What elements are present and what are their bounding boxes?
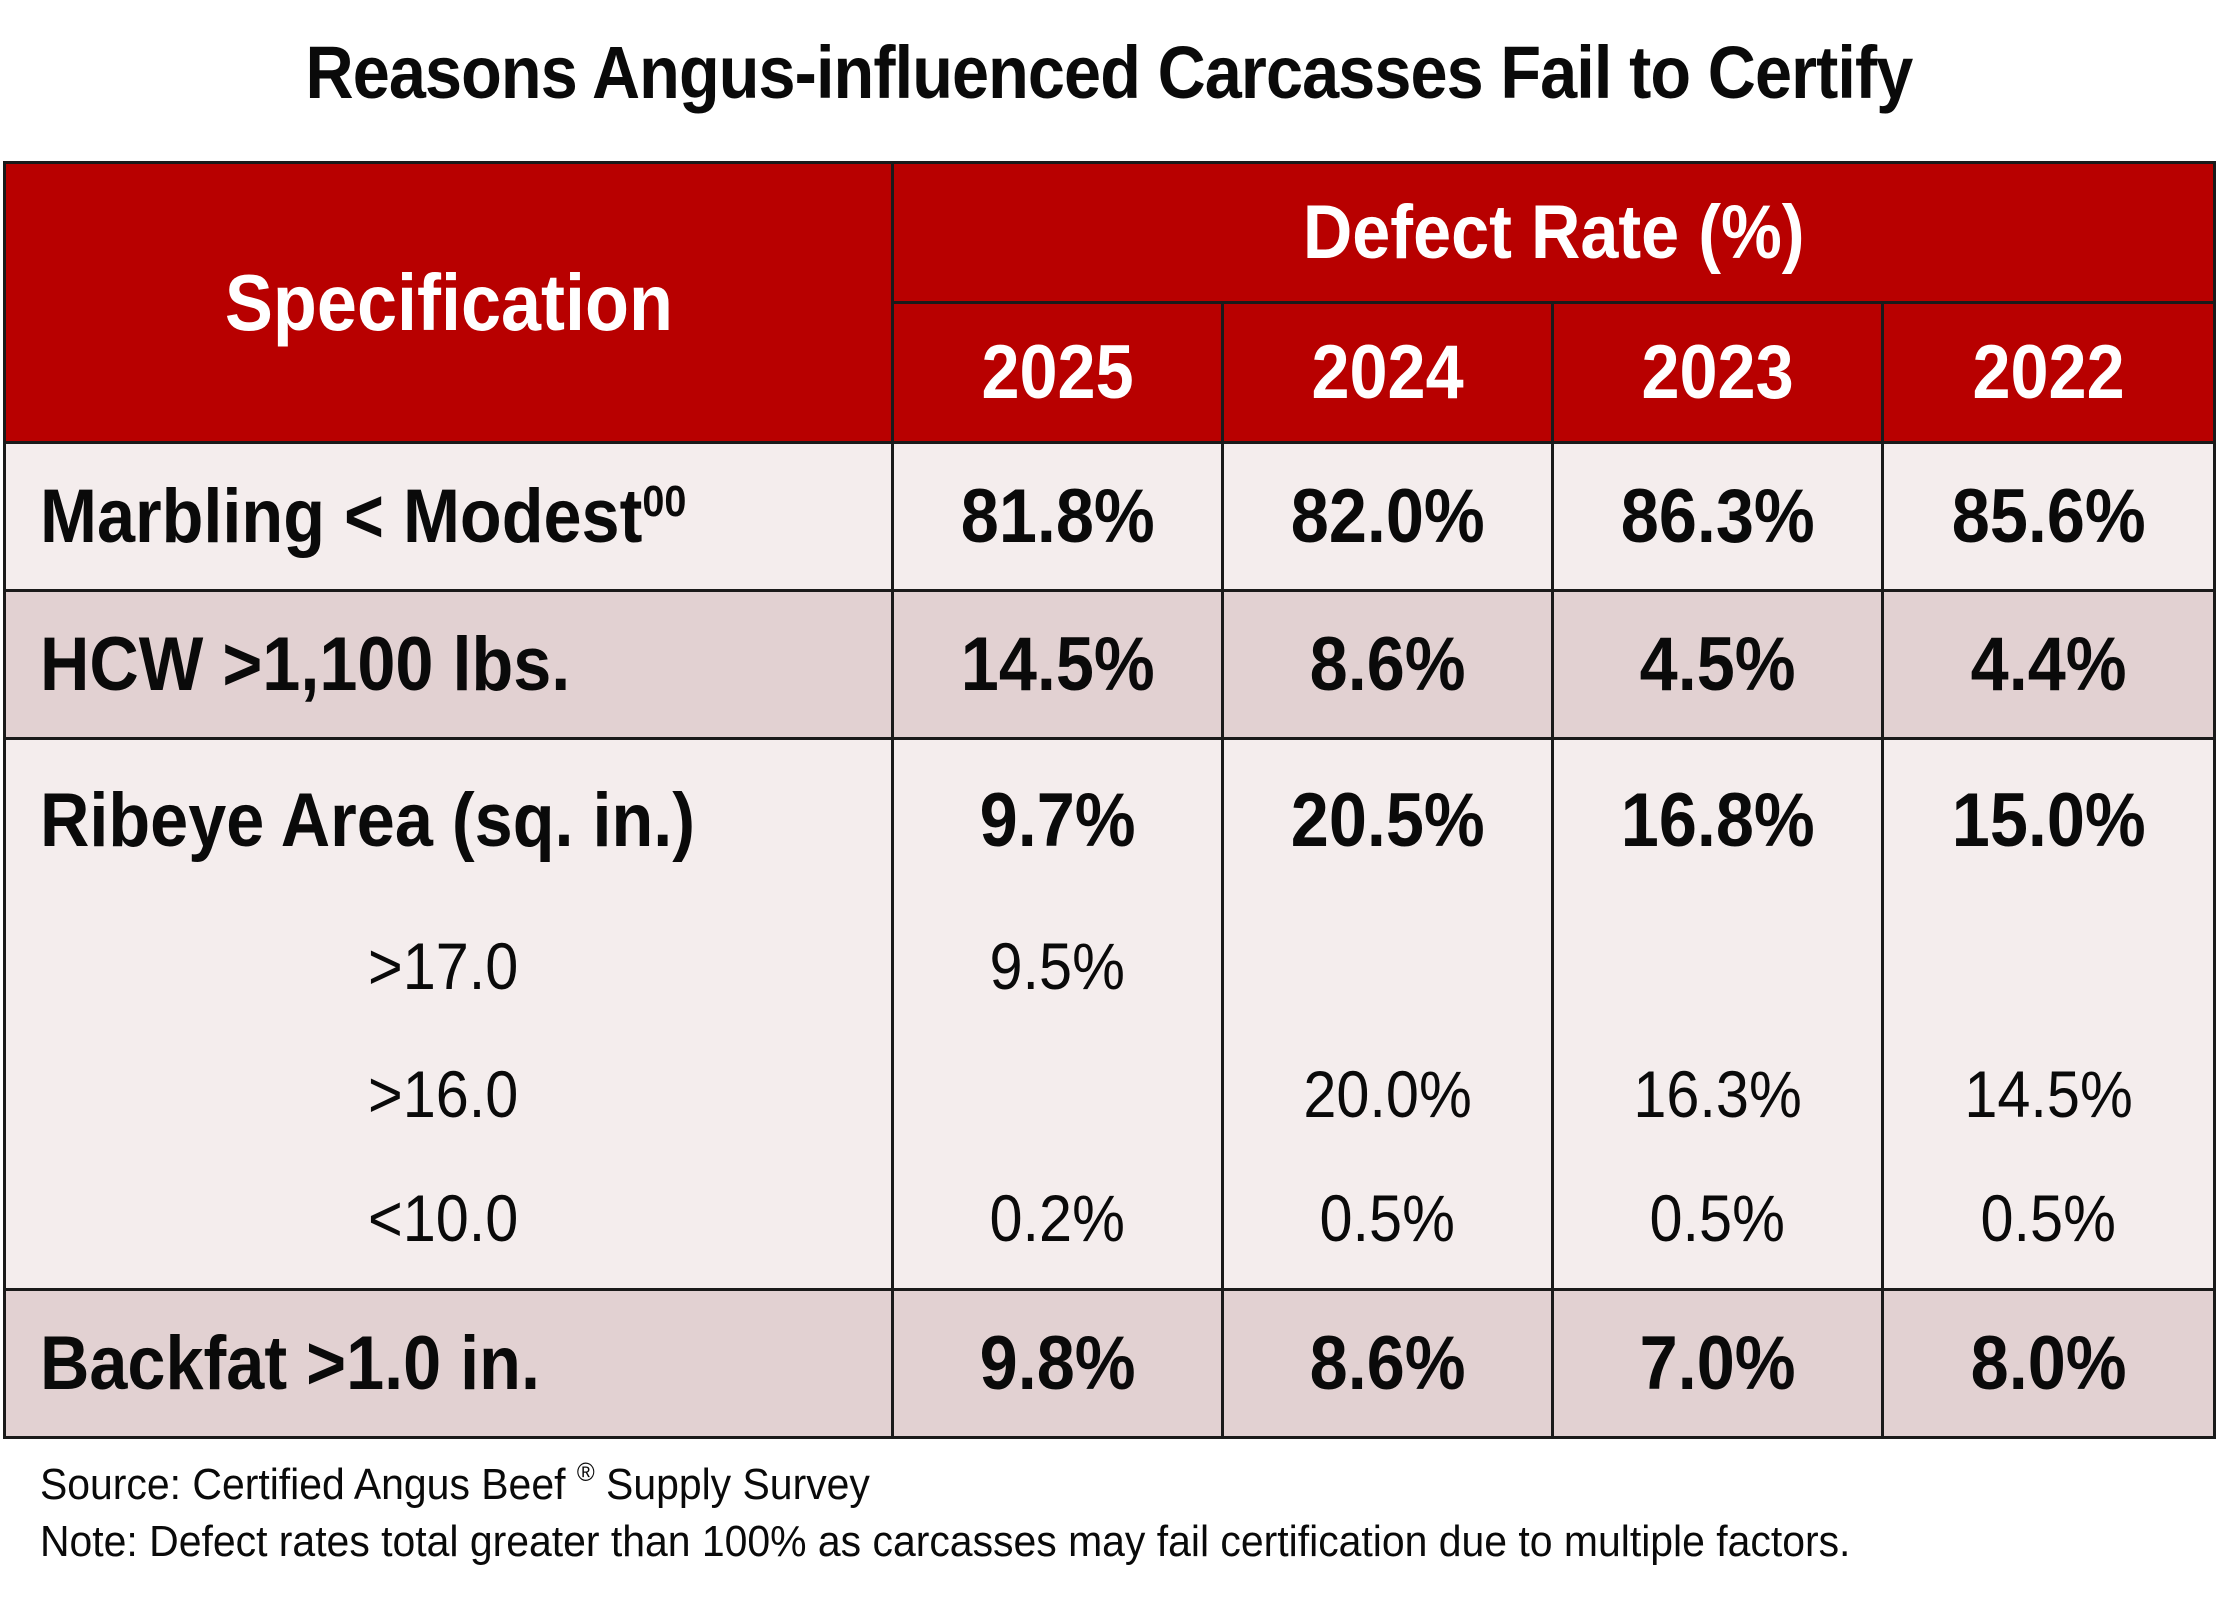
value-cell: 0.5% (1319, 1181, 1456, 1255)
value-cell: 20.5% (1290, 778, 1485, 863)
table-row-ribeye: Ribeye Area (sq. in.) >17.0 >16.0 <10.0 … (3, 737, 2217, 1291)
value-cell: 4.4% (1880, 589, 2217, 740)
ribeye-values-2024: 20.5% 20.0% 0.5% (1221, 737, 1554, 1291)
value-cell: 9.5% (989, 929, 1126, 1003)
table-row-marbling: Marbling < Modest00 81.8% 82.0% 86.3% 85… (3, 441, 2217, 592)
value-cell: 4.5% (1551, 589, 1884, 740)
registered-mark: ® (576, 1457, 595, 1487)
header-row-top: Specification Defect Rate (%) (3, 161, 2217, 444)
value-cell: 8.0% (1880, 1288, 2217, 1439)
defect-rate-table: Specification Defect Rate (%) 2025 2024 … (3, 161, 2217, 1439)
ribeye-values-2025: 9.7% 9.5% 0.2% (891, 737, 1224, 1291)
value-cell: 16.8% (1620, 778, 1815, 863)
page-title: Reasons Angus-influenced Carcasses Fail … (305, 31, 1914, 114)
value-cell: 8.6% (1221, 589, 1554, 740)
value-cell: 9.8% (891, 1288, 1224, 1439)
ribeye-sub-label: >16.0 (368, 1057, 519, 1131)
value-cell: 0.2% (989, 1181, 1126, 1255)
marbling-superscript: 00 (642, 477, 687, 526)
year-header-2025: 2025 (891, 301, 1224, 444)
spec-label-backfat: Backfat >1.0 in. (3, 1288, 894, 1439)
spec-label-marbling: Marbling < Modest00 (3, 441, 894, 592)
value-cell: 14.5% (891, 589, 1224, 740)
ribeye-label: Ribeye Area (sq. in.) (40, 778, 696, 863)
value-cell: 16.3% (1633, 1057, 1802, 1131)
spec-label-ribeye: Ribeye Area (sq. in.) >17.0 >16.0 <10.0 (3, 737, 894, 1291)
ribeye-values-2023: 16.8% 16.3% 0.5% (1551, 737, 1884, 1291)
specification-header: Specification (3, 161, 894, 444)
value-cell: 85.6% (1880, 441, 2217, 592)
footnote: Note: Defect rates total greater than 10… (40, 1517, 1851, 1566)
ribeye-sub-label: >17.0 (368, 929, 519, 1003)
value-cell: 86.3% (1551, 441, 1884, 592)
value-cell: 0.5% (1649, 1181, 1786, 1255)
value-cell: 14.5% (1964, 1057, 2133, 1131)
ribeye-values-2022: 15.0% 14.5% 0.5% (1880, 737, 2217, 1291)
value-cell: 7.0% (1551, 1288, 1884, 1439)
table-row-hcw: HCW >1,100 lbs. 14.5% 8.6% 4.5% 4.4% (3, 589, 2217, 740)
ribeye-sub-label: <10.0 (368, 1181, 519, 1255)
value-cell: 9.7% (979, 778, 1136, 863)
year-header-2023: 2023 (1551, 301, 1884, 444)
value-cell: 8.6% (1221, 1288, 1554, 1439)
value-cell: 0.5% (1980, 1181, 2117, 1255)
value-cell: 20.0% (1303, 1057, 1472, 1131)
value-cell: 82.0% (1221, 441, 1554, 592)
value-cell: 81.8% (891, 441, 1224, 592)
year-header-2024: 2024 (1221, 301, 1554, 444)
defect-rate-header: Defect Rate (%) (890, 161, 2217, 304)
table-row-backfat: Backfat >1.0 in. 9.8% 8.6% 7.0% 8.0% (3, 1288, 2217, 1439)
header-row-years: 2025 2024 2023 2022 (5, 301, 2217, 444)
source-note: Source: Certified Angus Beef ® Supply Su… (40, 1457, 870, 1509)
spec-label-hcw: HCW >1,100 lbs. (3, 589, 894, 740)
year-header-2022: 2022 (1880, 301, 2217, 444)
value-cell: 15.0% (1951, 778, 2146, 863)
